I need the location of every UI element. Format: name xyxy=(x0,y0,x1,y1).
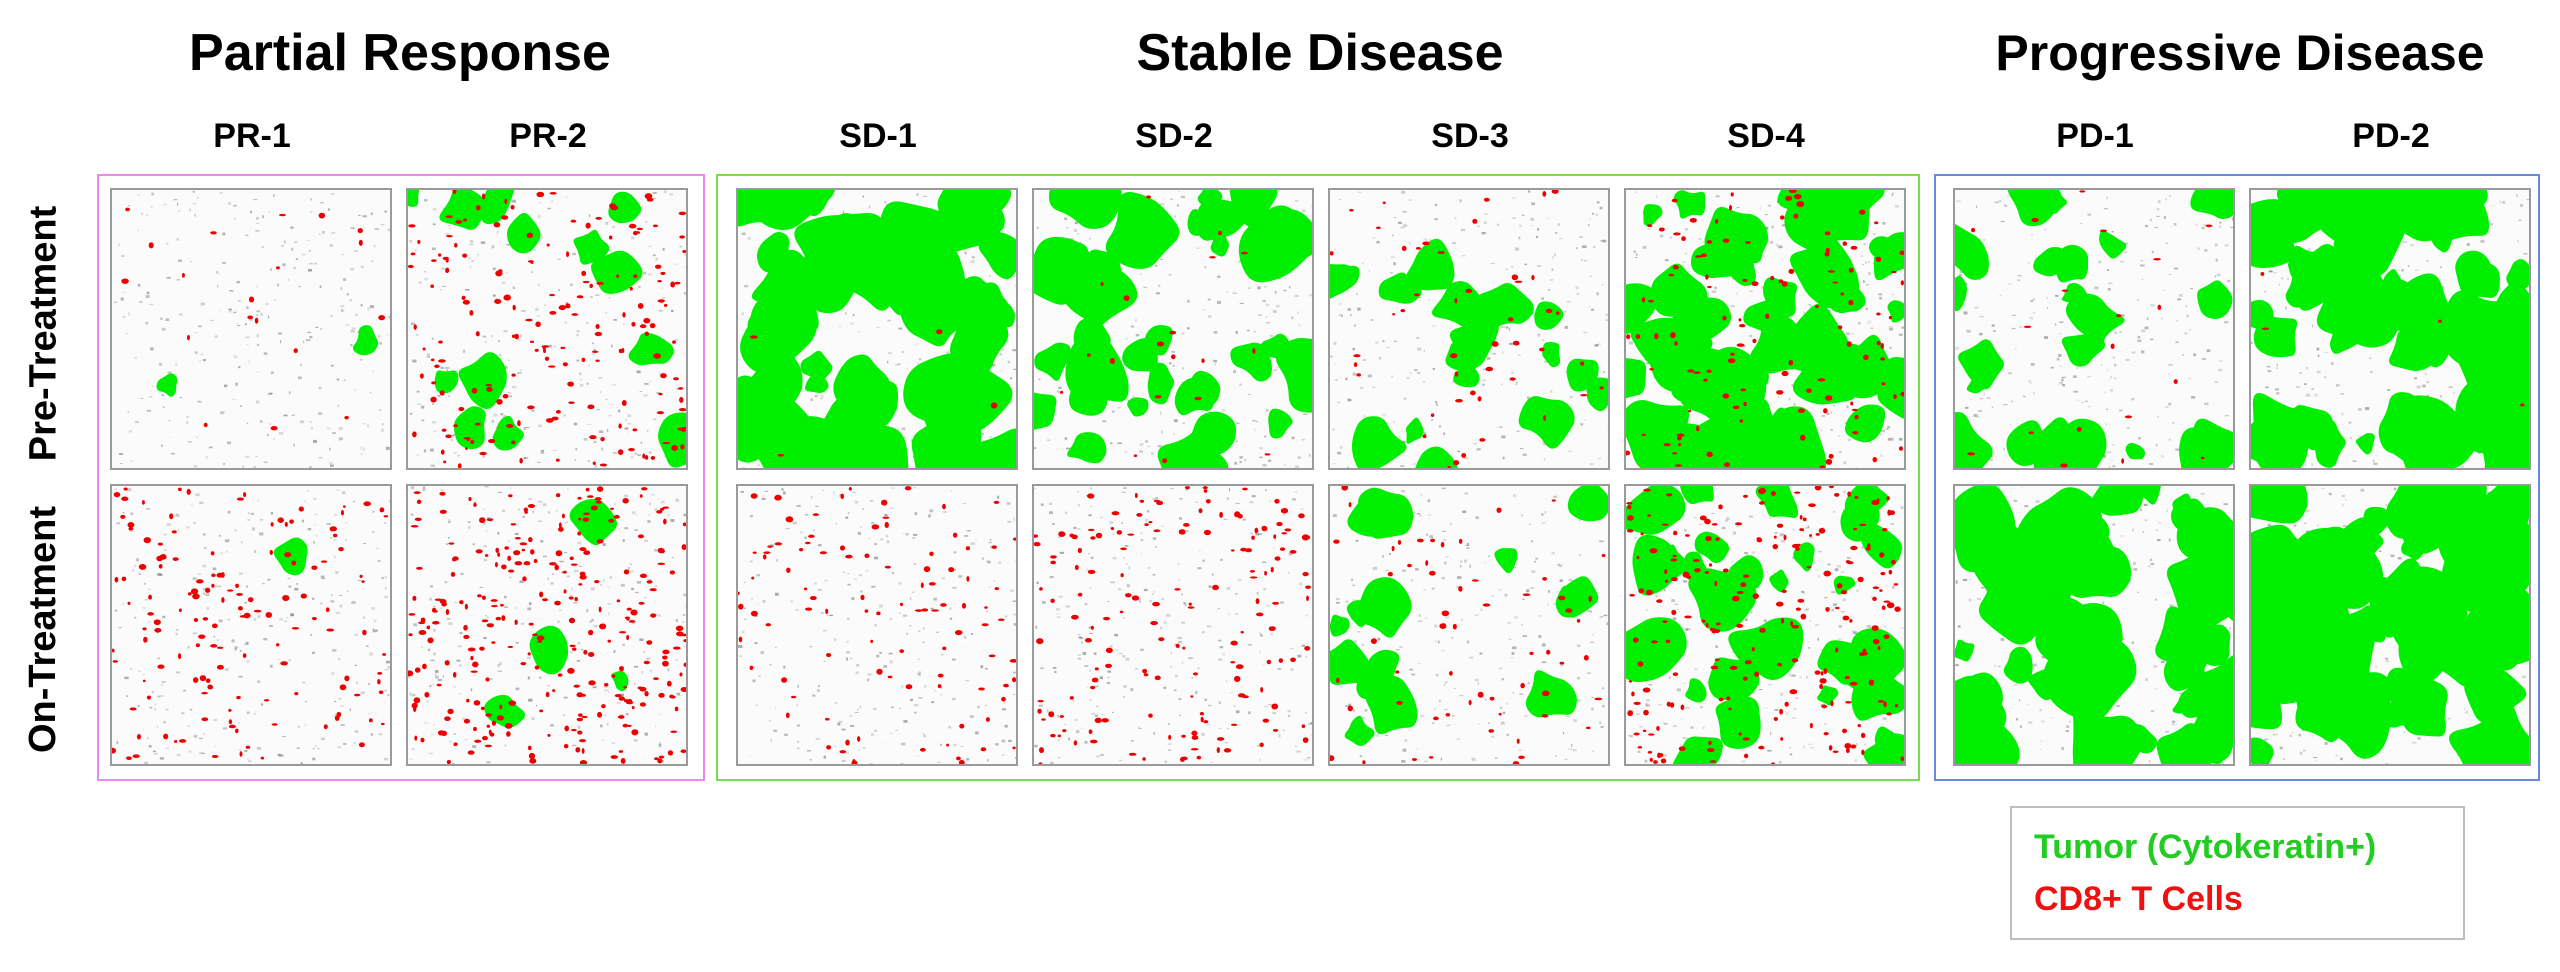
panel-pd-2-on-treatment xyxy=(2249,484,2531,766)
partial-response-group-box xyxy=(97,174,705,781)
tissue-texture xyxy=(2251,486,2529,764)
tissue-texture xyxy=(112,487,390,764)
panel-pr-1-pre-treatment xyxy=(110,188,392,470)
legend-cd8-label: CD8+ T Cells xyxy=(2034,880,2243,918)
tissue-texture xyxy=(1330,190,1608,468)
panel-pd-1-pre-treatment xyxy=(1953,188,2235,470)
tissue-texture xyxy=(738,486,1016,764)
tissue-texture xyxy=(1626,486,1904,764)
column-label-sd-1: SD-1 xyxy=(839,117,917,155)
panel-sd-1-on-treatment xyxy=(736,484,1018,766)
panel-pd-2-pre-treatment xyxy=(2249,188,2531,470)
tissue-texture xyxy=(1955,190,2233,468)
column-label-pr-1: PR-1 xyxy=(213,117,291,155)
tissue-texture xyxy=(1034,486,1312,764)
panel-sd-2-on-treatment xyxy=(1032,484,1314,766)
tissue-texture xyxy=(1955,486,2233,764)
column-label-pd-2: PD-2 xyxy=(2352,117,2430,155)
tissue-texture xyxy=(1330,486,1608,764)
panel-pr-2-pre-treatment xyxy=(406,188,688,470)
column-label-sd-4: SD-4 xyxy=(1727,117,1805,155)
panel-sd-1-pre-treatment xyxy=(736,188,1018,470)
legend-tumor-label: Tumor (Cytokeratin+) xyxy=(2034,828,2377,866)
progressive-disease-group-box xyxy=(1934,174,2540,781)
panel-sd-3-on-treatment xyxy=(1328,484,1610,766)
legend: Tumor (Cytokeratin+) CD8+ T Cells xyxy=(2010,806,2465,940)
tissue-texture xyxy=(113,190,390,468)
column-label-sd-2: SD-2 xyxy=(1135,117,1213,155)
panel-pr-1-on-treatment xyxy=(110,484,392,766)
column-label-sd-3: SD-3 xyxy=(1431,117,1509,155)
stable-disease-group-box xyxy=(716,174,1920,781)
panel-sd-4-on-treatment xyxy=(1624,484,1906,766)
row-label-pre-treatment: Pre-Treatment xyxy=(22,205,65,461)
tissue-texture xyxy=(738,190,1016,468)
tissue-texture xyxy=(1034,190,1312,468)
column-label-pd-1: PD-1 xyxy=(2056,117,2134,155)
panel-sd-2-pre-treatment xyxy=(1032,188,1314,470)
tissue-texture xyxy=(2251,190,2529,468)
panel-sd-4-pre-treatment xyxy=(1624,188,1906,470)
column-label-pr-2: PR-2 xyxy=(509,117,587,155)
panel-sd-3-pre-treatment xyxy=(1328,188,1610,470)
panel-pr-2-on-treatment xyxy=(406,484,688,766)
group-title-partial-response: Partial Response xyxy=(189,24,611,82)
tissue-texture xyxy=(408,486,686,764)
row-label-on-treatment: On-Treatment xyxy=(22,505,65,753)
panel-pd-1-on-treatment xyxy=(1953,484,2235,766)
tissue-texture xyxy=(408,190,686,468)
tissue-texture xyxy=(1626,190,1904,468)
group-title-progressive-disease: Progressive Disease xyxy=(1995,25,2485,81)
group-title-stable-disease: Stable Disease xyxy=(1136,24,1504,82)
